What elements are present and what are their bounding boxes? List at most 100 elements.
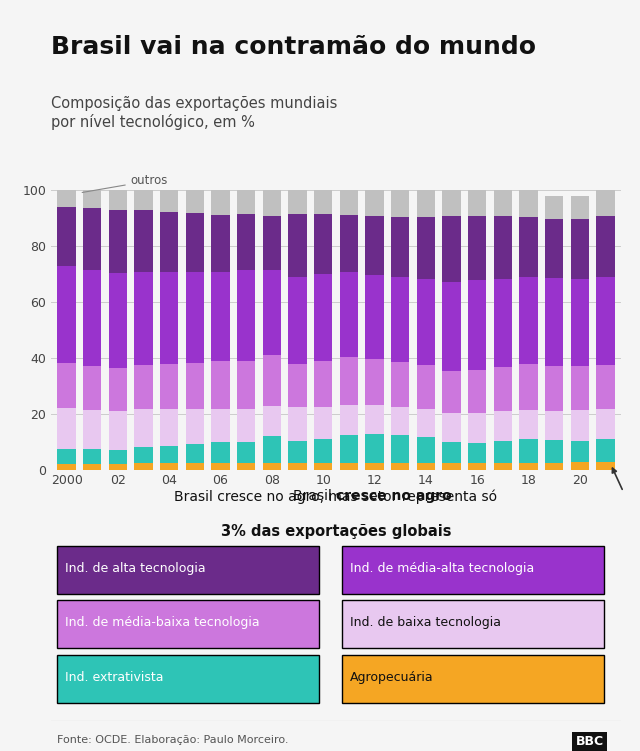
- Bar: [186, 444, 204, 463]
- Bar: [83, 366, 102, 410]
- Bar: [134, 463, 153, 469]
- Bar: [519, 439, 538, 463]
- Bar: [109, 190, 127, 210]
- Bar: [288, 463, 307, 469]
- Bar: [262, 190, 281, 216]
- Bar: [237, 409, 255, 442]
- Bar: [58, 448, 76, 464]
- Bar: [288, 407, 307, 441]
- Bar: [570, 219, 589, 279]
- Bar: [365, 190, 384, 216]
- Bar: [442, 190, 461, 216]
- Bar: [211, 215, 230, 272]
- Bar: [570, 279, 589, 366]
- Bar: [160, 272, 179, 364]
- Bar: [262, 270, 281, 355]
- Bar: [493, 366, 512, 412]
- Bar: [417, 279, 435, 365]
- Bar: [519, 410, 538, 439]
- Bar: [365, 359, 384, 405]
- Bar: [417, 217, 435, 279]
- Bar: [83, 190, 102, 208]
- Bar: [237, 442, 255, 463]
- Bar: [160, 190, 179, 212]
- FancyBboxPatch shape: [342, 655, 604, 703]
- Bar: [262, 406, 281, 436]
- Bar: [314, 214, 332, 274]
- Bar: [545, 411, 563, 440]
- Bar: [288, 364, 307, 407]
- Bar: [83, 449, 102, 464]
- Bar: [442, 282, 461, 371]
- Bar: [493, 463, 512, 469]
- Bar: [340, 272, 358, 357]
- Bar: [237, 360, 255, 409]
- Bar: [468, 369, 486, 413]
- Bar: [134, 272, 153, 365]
- Bar: [493, 441, 512, 463]
- Bar: [365, 434, 384, 463]
- Bar: [340, 357, 358, 405]
- Bar: [58, 408, 76, 448]
- Bar: [237, 214, 255, 270]
- Bar: [58, 190, 76, 207]
- Text: Ind. de alta tecnologia: Ind. de alta tecnologia: [65, 562, 206, 575]
- Bar: [237, 463, 255, 469]
- Bar: [391, 407, 410, 436]
- Bar: [340, 405, 358, 435]
- Bar: [365, 463, 384, 469]
- Bar: [58, 363, 76, 408]
- Bar: [211, 361, 230, 409]
- Bar: [83, 208, 102, 270]
- FancyBboxPatch shape: [57, 655, 319, 703]
- Bar: [545, 366, 563, 411]
- Bar: [468, 190, 486, 216]
- Bar: [519, 190, 538, 217]
- Bar: [493, 412, 512, 441]
- FancyBboxPatch shape: [57, 546, 319, 594]
- Bar: [186, 272, 204, 363]
- Bar: [596, 463, 614, 469]
- Bar: [109, 450, 127, 463]
- Bar: [160, 212, 179, 272]
- Bar: [262, 436, 281, 463]
- Bar: [340, 190, 358, 215]
- Bar: [134, 190, 153, 210]
- Bar: [468, 443, 486, 463]
- Text: Ind. extrativista: Ind. extrativista: [65, 671, 164, 684]
- Bar: [570, 196, 589, 219]
- Bar: [109, 411, 127, 450]
- Bar: [237, 190, 255, 214]
- Bar: [186, 213, 204, 272]
- Bar: [314, 190, 332, 214]
- Bar: [545, 278, 563, 366]
- Bar: [570, 366, 589, 410]
- Bar: [186, 363, 204, 409]
- Bar: [365, 275, 384, 359]
- Bar: [314, 463, 332, 469]
- Bar: [340, 463, 358, 469]
- Bar: [160, 364, 179, 409]
- Bar: [570, 441, 589, 462]
- Bar: [134, 365, 153, 409]
- Bar: [365, 405, 384, 434]
- Text: Agropecuária: Agropecuária: [350, 671, 434, 684]
- Bar: [519, 217, 538, 277]
- Bar: [596, 439, 614, 463]
- Text: outros: outros: [82, 174, 168, 192]
- Bar: [417, 365, 435, 409]
- Text: Fonte: OCDE. Elaboração: Paulo Morceiro.: Fonte: OCDE. Elaboração: Paulo Morceiro.: [57, 735, 289, 746]
- Bar: [391, 217, 410, 277]
- Bar: [288, 277, 307, 364]
- Bar: [58, 464, 76, 469]
- Bar: [442, 463, 461, 469]
- Text: 3% das exportações globais: 3% das exportações globais: [221, 524, 451, 539]
- Bar: [83, 464, 102, 469]
- Bar: [417, 409, 435, 436]
- Text: Brasil vai na contramão do mundo: Brasil vai na contramão do mundo: [51, 35, 536, 59]
- Bar: [211, 409, 230, 442]
- Bar: [391, 463, 410, 469]
- Bar: [596, 190, 614, 216]
- Bar: [109, 368, 127, 411]
- Bar: [519, 463, 538, 469]
